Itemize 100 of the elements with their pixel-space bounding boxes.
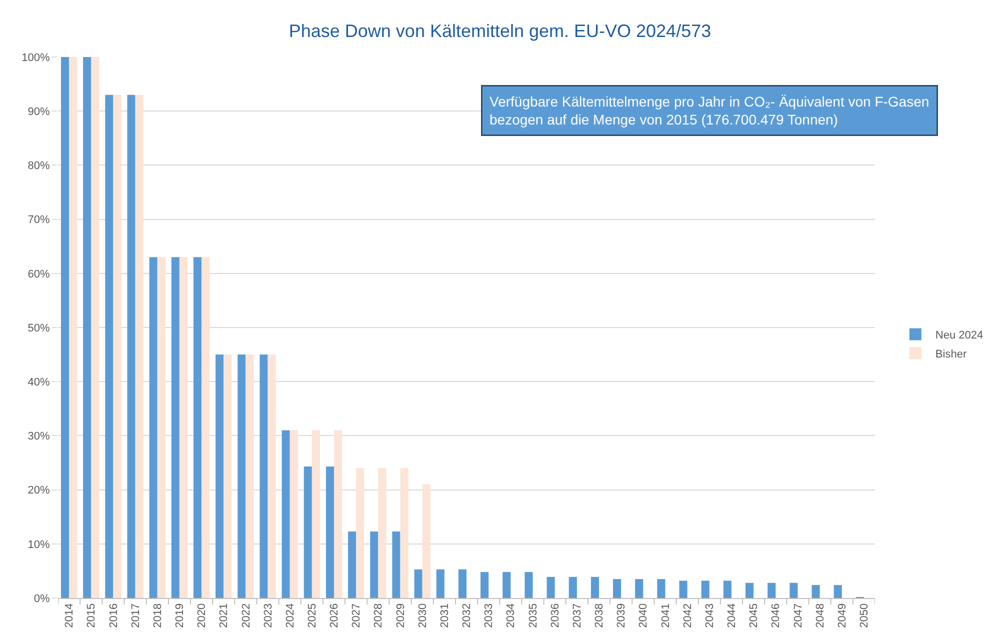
bar [723,580,732,598]
bar [613,579,622,598]
y-tick-label: 40% [28,376,50,388]
bar [91,57,100,598]
bar [69,57,78,598]
y-tick-label: 50% [28,322,50,334]
bar [246,354,254,598]
legend-label: Neu 2024 [935,330,984,342]
bar [113,94,122,598]
bar [216,354,224,598]
bar [701,580,710,598]
bar [392,531,400,598]
x-tick-label: 2022 [240,603,252,628]
bar [546,576,555,598]
bar [568,576,577,598]
bar [290,430,298,598]
y-tick-label: 70% [28,214,50,226]
bar [193,257,202,598]
x-tick-label: 2019 [174,603,186,628]
x-tick-label: 2044 [726,603,738,628]
x-tick-label: 2042 [682,603,694,628]
x-tick-label: 2031 [438,603,451,628]
bar [745,582,754,598]
x-tick-label: 2033 [483,603,496,628]
bar [334,430,342,598]
x-tick-label: 2043 [704,603,716,628]
bar [480,572,489,598]
y-tick-label: 30% [28,430,50,443]
bar [502,572,511,598]
y-tick-label: 60% [28,268,50,280]
bar [400,468,408,598]
x-tick-label: 2037 [571,603,584,628]
y-tick-label: 0% [34,592,50,605]
bar [60,57,70,598]
y-tick-label: 100% [22,52,50,64]
bar [157,257,166,598]
chart-title: Phase Down von Kältemitteln gem. EU-VO 2024/573 [288,21,712,42]
bar [370,531,378,598]
bar [679,580,688,598]
x-tick-label: 2041 [660,603,672,628]
bar [105,94,114,598]
x-tick-label: 2016 [108,603,120,628]
bar [179,257,188,598]
x-tick-label: 2015 [86,603,98,628]
bar [790,582,798,598]
x-tick-label: 2035 [527,603,540,628]
bar [834,585,842,598]
x-tick-label: 2025 [306,603,319,628]
annotation: Verfügbare Kältemittelmenge pro Jahr in CO₂- Äquivalent von F-Gasen bezogen auf die Menge von 2015 (176.700.479 Tonnen) [490,94,930,128]
x-tick-label: 2040 [638,603,650,628]
bar [268,354,276,598]
x-tick-label: 2047 [792,603,804,628]
x-tick-label: 2024 [284,603,296,628]
x-tick-label: 2045 [748,603,760,628]
x-tick-label: 2038 [594,603,606,628]
bar [282,430,290,598]
x-tick-label: 2020 [196,603,208,628]
x-tick-label: 2026 [328,603,341,628]
y-tick-label: 10% [28,538,50,551]
x-tick-label: 2049 [836,603,848,628]
bar [356,468,364,598]
bar [83,57,92,598]
bar [312,430,320,598]
bar [768,582,776,598]
bar [458,569,466,598]
bar [635,579,644,598]
x-tick-label: 2036 [549,603,562,628]
bar [348,531,356,598]
bar [326,466,334,598]
bar [524,572,533,598]
y-tick-label: 20% [28,484,50,497]
bar [260,354,268,598]
x-tick-label: 2030 [416,603,429,628]
bar [224,354,232,598]
bar [304,466,312,598]
bar [238,354,246,598]
x-tick-label: 2046 [770,603,782,628]
x-tick-label: 2018 [152,603,164,628]
x-tick-label: 2017 [130,603,142,628]
bar [436,569,444,598]
bar [202,257,210,598]
bar [127,94,136,598]
x-tick-label: 2034 [505,603,518,628]
bar [378,468,386,598]
bar [590,576,599,598]
y-tick-label: 80% [28,160,50,172]
x-tick-label: 2014 [64,603,76,628]
x-tick-label: 2021 [218,603,230,628]
x-tick-label: 2050 [858,603,871,628]
x-tick-label: 2023 [262,603,274,628]
bar [171,257,180,598]
bar [135,94,144,598]
x-tick-label: 2048 [814,603,826,628]
x-tick-label: 2039 [616,603,628,628]
bar [414,569,422,598]
x-tick-label: 2032 [461,603,474,628]
bar [657,579,666,598]
x-tick-label: 2027 [350,603,363,628]
bar [812,585,820,598]
x-tick-label: 2028 [372,603,385,628]
